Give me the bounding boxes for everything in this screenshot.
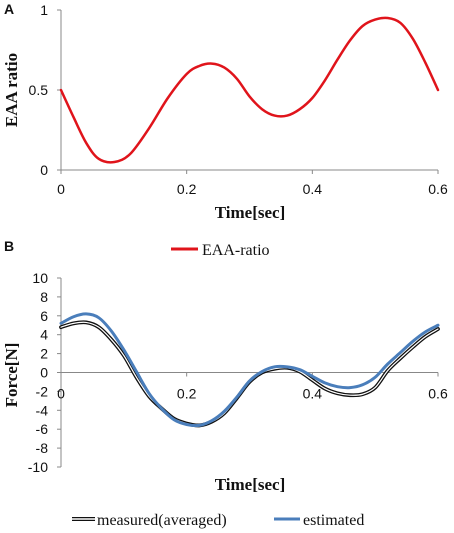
panel-a-series-line-eaa-ratio xyxy=(59,16,440,164)
panel-a-y-tick-label: 0 xyxy=(40,162,48,178)
panel-a-x-tick-label: 0 xyxy=(57,181,65,197)
panel-a-x-axis-title: Time[sec] xyxy=(215,203,286,222)
panel-b: B 10 8 6 4 2 0 -2 -4 -6 -8 -10 0 0.2 0.4 0.6 Time[sec]… xyxy=(2,238,448,529)
panel-b-x-axis-title: Time[sec] xyxy=(215,475,286,494)
panel-b-y-tick-label: -8 xyxy=(36,440,49,456)
panel-b-legend-label-estimated: estimated xyxy=(303,512,364,529)
panel-a: A 0 0.5 1 0 0.2 0.4 0.6 Time[sec] EAA ratio EA… xyxy=(2,1,448,259)
panel-a-plot xyxy=(59,16,440,164)
panel-b-y-tick-label: 0 xyxy=(40,365,48,381)
panel-b-y-tick-label: 6 xyxy=(40,308,48,324)
panel-b-plot xyxy=(59,312,440,428)
panel-b-x-tick-label: 0.6 xyxy=(428,386,448,402)
panel-b-series-line-estimated xyxy=(59,312,440,428)
panel-b-y-tick-label: -6 xyxy=(36,421,49,437)
panel-b-y-tick-label: 10 xyxy=(32,270,48,286)
panel-b-letter: B xyxy=(4,238,14,254)
panel-b-legend-label-measured: measured(averaged) xyxy=(97,512,227,529)
panel-b-x-tick-label: 0.2 xyxy=(177,386,197,402)
panel-b-legend: measured(averaged) estimated xyxy=(72,512,364,529)
panel-b-y-tick-label: 4 xyxy=(40,327,48,343)
panel-b-y-tick-label: 2 xyxy=(40,346,48,362)
panel-a-x-tick-label: 0.6 xyxy=(428,181,448,197)
panel-a-legend-label-eaa-ratio: EAA-ratio xyxy=(202,242,270,259)
panel-a-x-tick-label: 0.4 xyxy=(303,181,323,197)
panel-b-x-tick-label: 0 xyxy=(57,386,65,402)
panel-a-y-tick-label: 0.5 xyxy=(29,82,49,98)
panel-a-axes: 0 0.5 1 0 0.2 0.4 0.6 xyxy=(29,2,448,197)
panel-b-y-axis-title: Force[N] xyxy=(2,343,21,408)
panel-a-letter: A xyxy=(4,1,14,17)
panel-b-y-tick-label: -10 xyxy=(28,459,48,475)
panel-b-axes: 10 8 6 4 2 0 -2 -4 -6 -8 -10 0 0.2 0.4 0.6 xyxy=(28,270,448,475)
panel-a-y-tick-label: 1 xyxy=(40,2,48,18)
panel-a-legend: EAA-ratio xyxy=(171,242,270,259)
panel-b-y-tick-label: -2 xyxy=(36,383,49,399)
panel-b-y-tick-label: 8 xyxy=(40,289,48,305)
panel-b-x-tick-label: 0.4 xyxy=(303,386,323,402)
panel-a-x-tick-label: 0.2 xyxy=(177,181,197,197)
panel-a-y-axis-title: EAA ratio xyxy=(2,53,21,127)
panel-b-y-tick-label: -4 xyxy=(36,402,49,418)
